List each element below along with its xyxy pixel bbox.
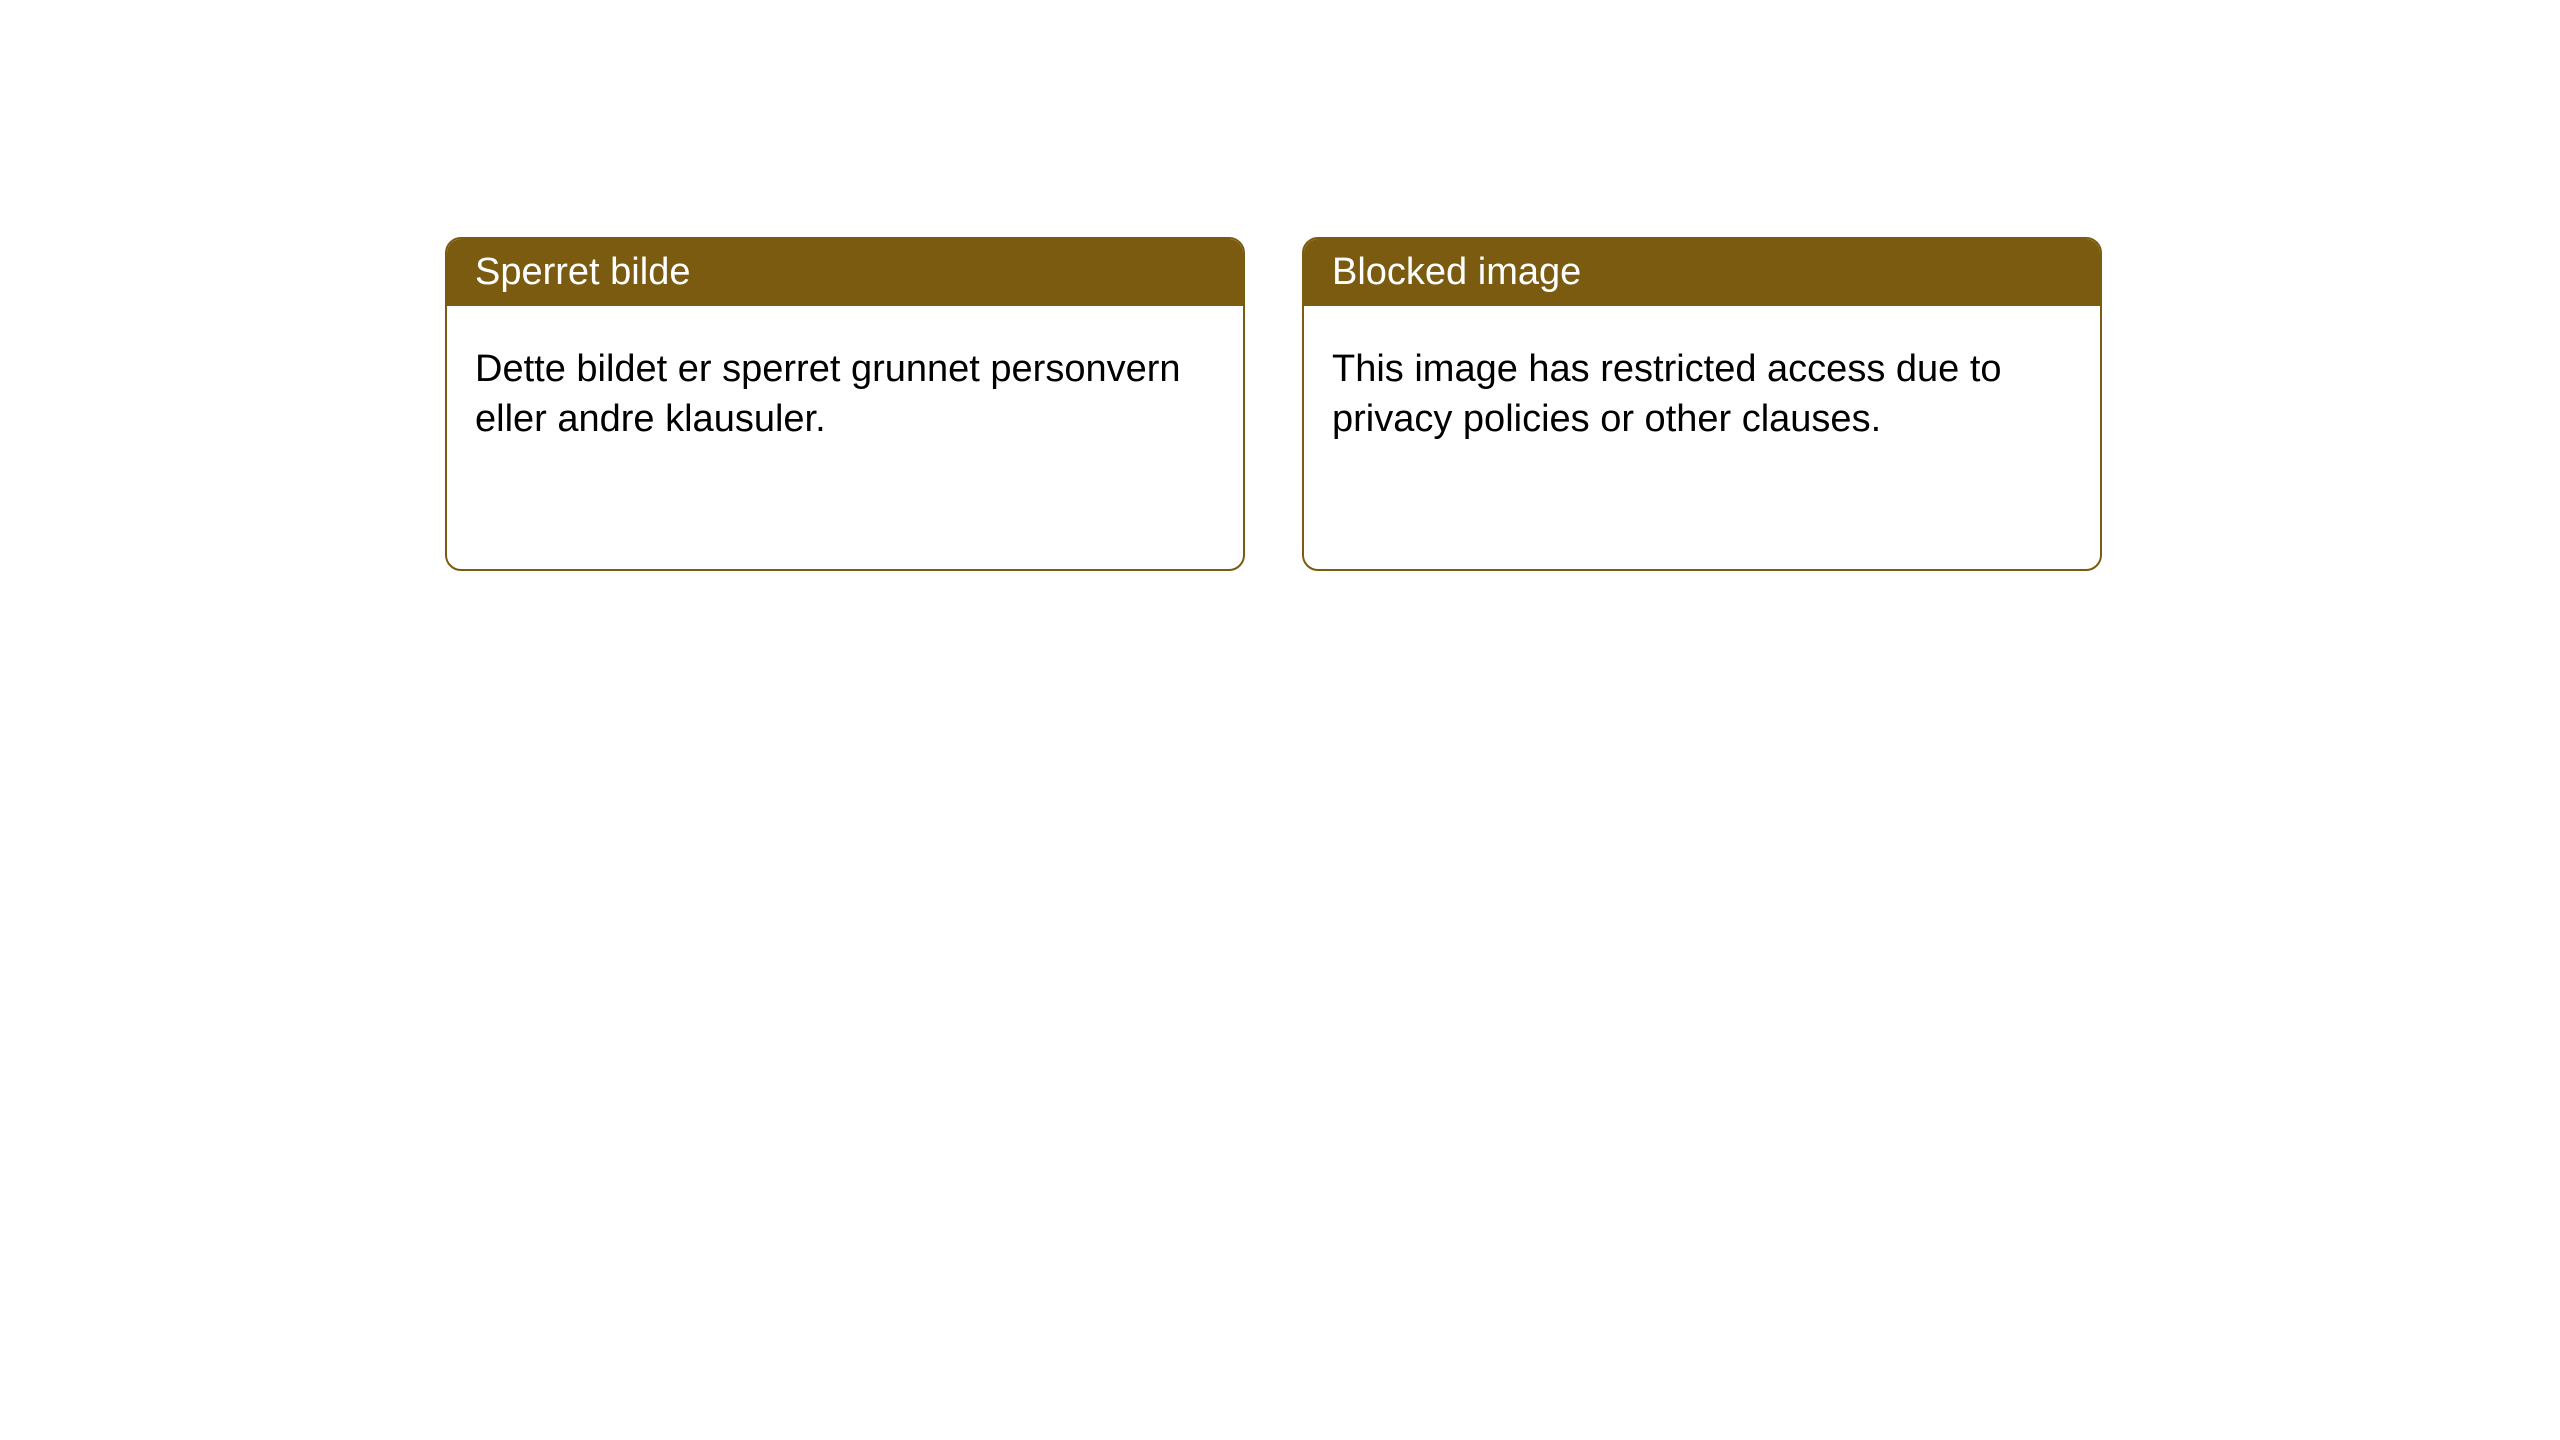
- card-body-english: This image has restricted access due to …: [1304, 306, 2100, 482]
- card-norwegian: Sperret bilde Dette bildet er sperret gr…: [445, 237, 1245, 571]
- card-english: Blocked image This image has restricted …: [1302, 237, 2102, 571]
- card-body-norwegian: Dette bildet er sperret grunnet personve…: [447, 306, 1243, 482]
- cards-container: Sperret bilde Dette bildet er sperret gr…: [445, 237, 2560, 571]
- card-header-english: Blocked image: [1304, 239, 2100, 306]
- card-header-norwegian: Sperret bilde: [447, 239, 1243, 306]
